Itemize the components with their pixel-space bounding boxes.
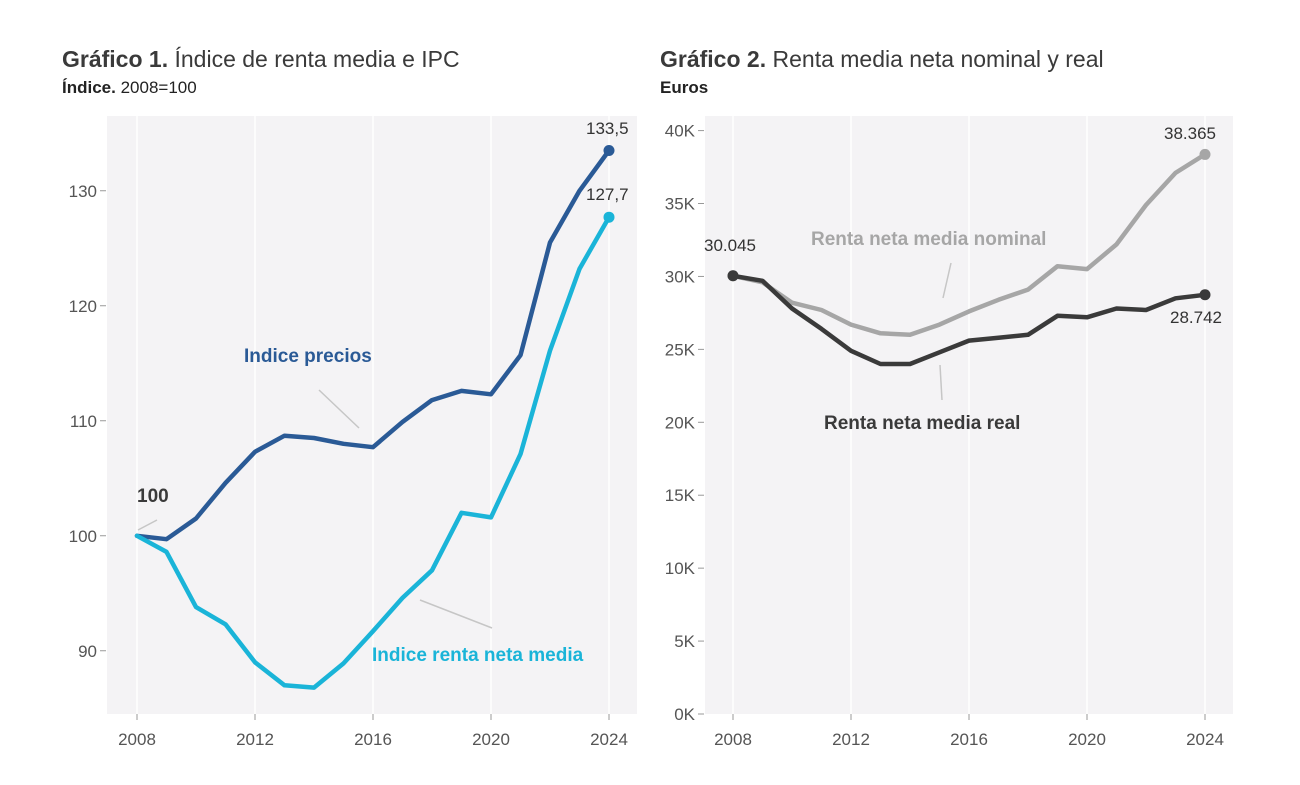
end-value-label-nominal: 38.365 — [1164, 124, 1216, 143]
chart2-y-tick-label: 30K — [665, 267, 696, 286]
series-end-point-renta-neta-media-real — [1199, 289, 1211, 301]
chart2-y-tick-label: 10K — [665, 559, 696, 578]
chart1-y-tick-label: 130 — [69, 182, 97, 201]
chart2-x-tick-label: 2016 — [950, 730, 988, 749]
series-label-nominal: Renta neta media nominal — [811, 229, 1046, 250]
end-value-label-real: 28.742 — [1170, 308, 1222, 327]
series-end-point-indice-precios — [603, 145, 615, 156]
chart2-x-tick-label: 2020 — [1068, 730, 1106, 749]
series-end-point-indice-renta-neta-media — [603, 211, 615, 223]
leader-line-real — [939, 364, 943, 401]
end-value-label-renta: 127,7 — [586, 185, 629, 204]
chart1-subtitle: Índice. 2008=100 — [62, 78, 197, 97]
chart1-x-axis: 2008 2012 2016 2020 2024 — [118, 714, 628, 749]
series-start-point-renta-neta-media-real — [727, 270, 739, 282]
chart2-x-tick-label: 2008 — [714, 730, 752, 749]
chart1-x-tick-label: 2024 — [590, 730, 628, 749]
series-label-real: Renta neta media real — [824, 413, 1020, 434]
chart1-x-tick-label: 2012 — [236, 730, 274, 749]
chart2-series — [727, 148, 1211, 367]
chart1-y-axis: 90 100 110 120 130 — [69, 182, 106, 661]
chart1-series — [134, 145, 615, 690]
chart2-gridlines — [732, 116, 1206, 714]
leader-line-nominal — [942, 262, 952, 299]
chart1-plot-area — [107, 116, 637, 714]
chart2-y-tick-label: 15K — [665, 486, 696, 505]
leader-line-renta — [419, 599, 493, 629]
chart1-y-tick-label: 90 — [78, 642, 97, 661]
end-value-label-precios: 133,5 — [586, 119, 629, 138]
chart2-x-axis: 2008 2012 2016 2020 2024 — [714, 714, 1224, 749]
chart2-y-tick-label: 20K — [665, 413, 696, 432]
chart1-x-tick-label: 2020 — [472, 730, 510, 749]
chart1-y-tick-label: 100 — [69, 527, 97, 546]
series-line-indice-renta-neta-media — [134, 214, 612, 690]
chart1-y-tick-label: 110 — [70, 412, 97, 431]
chart1-y-tick-label: 120 — [69, 297, 97, 316]
chart2-x-tick-label: 2012 — [832, 730, 870, 749]
chart2-title: Gráfico 2. Renta media neta nominal y re… — [660, 46, 1104, 72]
chart2-y-tick-label: 25K — [665, 340, 696, 359]
chart1-x-tick-label: 2008 — [118, 730, 156, 749]
series-line-indice-precios — [134, 148, 612, 542]
series-line-renta-neta-media-nominal — [730, 152, 1208, 338]
series-label-indice-renta: Indice renta neta media — [372, 645, 584, 666]
chart1: 90 100 110 120 130 2008 2012 2016 2020 2024 Indi… — [69, 116, 637, 749]
chart2-y-tick-label: 40K — [665, 122, 696, 141]
chart2-y-tick-label: 0K — [674, 705, 695, 724]
chart2-y-tick-label: 35K — [665, 195, 696, 214]
chart2-y-tick-label: 5K — [674, 632, 695, 651]
series-label-indice-precios: Indice precios — [244, 346, 372, 367]
start-value-label: 100 — [137, 486, 169, 507]
chart2-y-axis: 0K 5K 10K 15K 20K 25K 30K 35K 40K — [665, 122, 704, 724]
chart2-subtitle: Euros — [660, 78, 709, 97]
chart1-title: Gráfico 1. Índice de renta media e IPC — [62, 46, 460, 72]
chart1-x-tick-label: 2016 — [354, 730, 392, 749]
leader-line-precios — [318, 389, 360, 429]
series-end-point-renta-neta-media-nominal — [1199, 148, 1211, 160]
chart2-x-tick-label: 2024 — [1186, 730, 1224, 749]
series-line-renta-neta-media-real — [730, 273, 1208, 367]
leader-line-start — [137, 519, 158, 531]
start-value-label-nominal: 30.045 — [704, 236, 756, 255]
